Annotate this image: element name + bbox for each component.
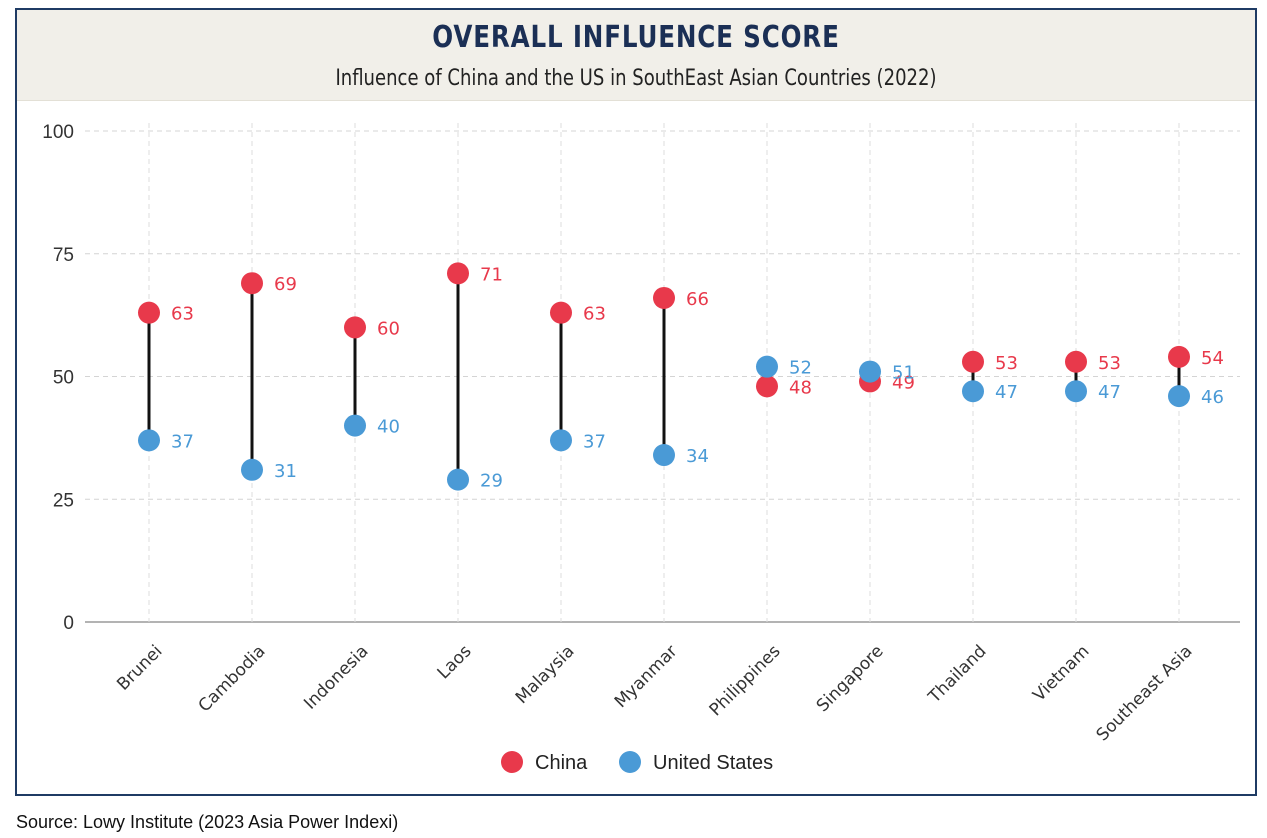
us-value-label: 47 — [995, 382, 1018, 403]
us-value-label: 47 — [1098, 382, 1121, 403]
y-tick-label: 75 — [53, 245, 74, 266]
us-value-label: 37 — [171, 431, 194, 452]
x-category-label: Thailand — [924, 641, 990, 707]
x-category-label: Malaysia — [512, 641, 579, 708]
us-value-label: 46 — [1201, 387, 1224, 408]
us-point — [653, 444, 675, 467]
legend-us-marker — [619, 751, 641, 773]
legend-china-label: China — [535, 752, 588, 774]
us-point — [756, 355, 778, 378]
china-point — [138, 301, 160, 324]
us-value-label: 29 — [480, 471, 503, 492]
china-point — [1168, 345, 1190, 368]
x-category-label: Vietnam — [1029, 641, 1093, 705]
us-value-label: 37 — [583, 431, 606, 452]
x-category-label: Laos — [434, 641, 476, 683]
us-value-label: 52 — [789, 358, 812, 379]
x-category-label: Myanmar — [611, 641, 682, 712]
china-point — [756, 375, 778, 398]
us-value-label: 51 — [892, 363, 915, 384]
us-point — [1065, 380, 1087, 403]
china-value-label: 53 — [1098, 353, 1121, 374]
china-value-label: 63 — [171, 304, 194, 325]
x-category-label: Cambodia — [195, 641, 270, 716]
x-category-label: Southeast Asia — [1093, 641, 1197, 745]
us-point — [241, 458, 263, 481]
y-tick-label: 100 — [42, 122, 74, 143]
china-value-label: 63 — [583, 304, 606, 325]
us-point — [962, 380, 984, 403]
y-tick-label: 25 — [53, 490, 74, 511]
us-point — [138, 429, 160, 452]
x-category-label: Singapore — [813, 641, 888, 716]
chart-title: OVERALL INFLUENCE SCORE — [432, 20, 840, 55]
chart-frame: OVERALL INFLUENCE SCORE Influence of Chi… — [15, 8, 1257, 796]
chart-subtitle: Influence of China and the US in SouthEa… — [335, 66, 937, 91]
us-point — [859, 360, 881, 383]
y-tick-label: 0 — [63, 613, 74, 634]
legend-china-marker — [501, 751, 523, 773]
china-value-label: 49 — [892, 372, 915, 393]
us-point — [447, 468, 469, 491]
us-value-label: 34 — [686, 446, 709, 467]
x-category-label: Indonesia — [300, 641, 372, 713]
china-point — [344, 316, 366, 339]
legend-us-label: United States — [653, 752, 773, 774]
china-point — [653, 286, 675, 309]
us-value-label: 31 — [274, 461, 297, 482]
source-note: Source: Lowy Institute (2023 Asia Power … — [16, 812, 399, 832]
chart-header: OVERALL INFLUENCE SCORE Influence of Chi… — [17, 10, 1255, 101]
china-value-label: 71 — [480, 264, 503, 285]
us-value-label: 40 — [377, 417, 400, 438]
y-tick-label: 50 — [53, 368, 74, 389]
x-category-label: Brunei — [113, 641, 166, 694]
china-value-label: 48 — [789, 377, 812, 398]
x-category-label: Philippines — [706, 641, 785, 720]
us-point — [344, 414, 366, 437]
china-point — [241, 272, 263, 295]
china-point — [962, 350, 984, 373]
us-point — [1168, 385, 1190, 408]
china-value-label: 60 — [377, 318, 400, 339]
us-point — [550, 429, 572, 452]
china-value-label: 53 — [995, 353, 1018, 374]
china-value-label: 54 — [1201, 348, 1224, 369]
china-point — [447, 262, 469, 285]
china-value-label: 66 — [686, 289, 709, 310]
china-point — [550, 301, 572, 324]
china-point — [1065, 350, 1087, 373]
china-value-label: 69 — [274, 274, 297, 295]
